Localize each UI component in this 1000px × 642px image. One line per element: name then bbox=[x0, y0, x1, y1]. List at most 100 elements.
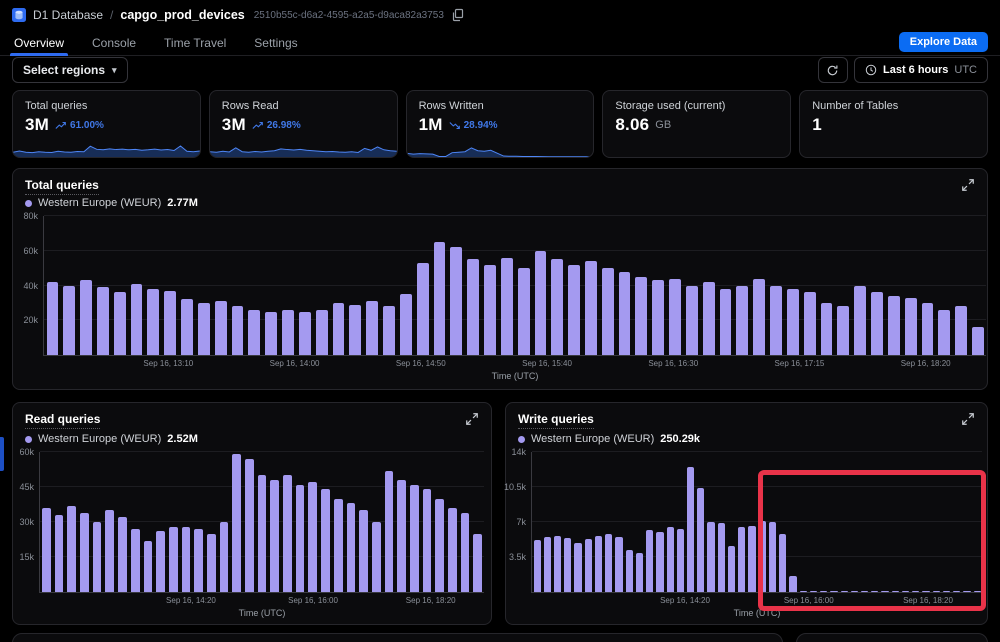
select-regions-dropdown[interactable]: Select regions ▾ bbox=[12, 57, 128, 83]
bar[interactable] bbox=[248, 309, 261, 355]
bar[interactable] bbox=[901, 590, 910, 592]
bar[interactable] bbox=[646, 530, 654, 592]
bar[interactable] bbox=[46, 282, 59, 355]
tab-overview[interactable]: Overview bbox=[9, 30, 69, 56]
bar[interactable] bbox=[574, 543, 582, 592]
bar[interactable] bbox=[80, 280, 92, 355]
bar[interactable] bbox=[534, 250, 547, 355]
bar[interactable] bbox=[803, 292, 816, 355]
expand-button[interactable] bbox=[463, 411, 481, 429]
bar[interactable] bbox=[738, 527, 746, 592]
bar[interactable] bbox=[448, 508, 457, 592]
bar[interactable] bbox=[543, 537, 551, 592]
expand-button[interactable] bbox=[959, 177, 977, 195]
bar[interactable] bbox=[871, 590, 879, 592]
breadcrumb-product[interactable]: D1 Database bbox=[33, 8, 104, 22]
bar[interactable] bbox=[533, 540, 541, 592]
bar-chart-plot[interactable]: 3.5k 7k 10.5k 14k Sep 16, 14:20 Sep 16, 16:00… bbox=[504, 447, 982, 618]
bar[interactable] bbox=[605, 534, 613, 592]
tab-console[interactable]: Console bbox=[92, 35, 137, 50]
bar[interactable] bbox=[517, 268, 530, 355]
bar[interactable] bbox=[955, 306, 968, 355]
bar[interactable] bbox=[500, 257, 513, 355]
bar[interactable] bbox=[113, 292, 126, 355]
bar[interactable] bbox=[840, 590, 848, 592]
bar[interactable] bbox=[473, 533, 483, 592]
bar[interactable] bbox=[181, 299, 193, 355]
bar[interactable] bbox=[942, 590, 951, 592]
bar[interactable] bbox=[245, 459, 254, 592]
bar[interactable] bbox=[912, 590, 920, 592]
bar[interactable] bbox=[685, 285, 698, 355]
bar[interactable] bbox=[809, 590, 818, 592]
bar[interactable] bbox=[214, 301, 227, 355]
bar[interactable] bbox=[460, 512, 470, 592]
bar[interactable] bbox=[194, 529, 203, 592]
bar[interactable] bbox=[736, 285, 749, 355]
bar[interactable] bbox=[553, 536, 562, 592]
bar[interactable] bbox=[219, 522, 229, 592]
bar[interactable] bbox=[799, 590, 807, 592]
bar[interactable] bbox=[887, 295, 900, 355]
bar[interactable] bbox=[601, 268, 614, 355]
bar[interactable] bbox=[922, 590, 930, 592]
bar[interactable] bbox=[105, 510, 115, 592]
bar[interactable] bbox=[168, 526, 178, 592]
bar[interactable] bbox=[384, 470, 394, 592]
tab-time-travel[interactable]: Time Travel bbox=[164, 35, 227, 50]
bar[interactable] bbox=[953, 590, 961, 592]
bar[interactable] bbox=[727, 546, 736, 592]
bar[interactable] bbox=[669, 278, 681, 355]
bar[interactable] bbox=[830, 590, 838, 592]
bar-chart-plot[interactable]: 20k 40k 60k 80k Sep 16, 13:10 Sep 16, 14:00 Se… bbox=[23, 211, 986, 381]
bar[interactable] bbox=[346, 503, 356, 592]
bar[interactable] bbox=[321, 489, 330, 592]
bar[interactable] bbox=[232, 454, 241, 592]
copy-icon[interactable] bbox=[451, 8, 465, 22]
bar[interactable] bbox=[904, 297, 917, 355]
bar[interactable] bbox=[789, 576, 797, 592]
bar[interactable] bbox=[130, 529, 140, 592]
bar[interactable] bbox=[96, 287, 109, 355]
bar[interactable] bbox=[92, 522, 102, 592]
bar[interactable] bbox=[42, 508, 51, 592]
bar[interactable] bbox=[467, 259, 480, 355]
bar[interactable] bbox=[333, 498, 343, 592]
bar[interactable] bbox=[298, 311, 311, 355]
bar[interactable] bbox=[850, 590, 858, 592]
bar[interactable] bbox=[963, 590, 971, 592]
bar[interactable] bbox=[295, 484, 305, 592]
bar[interactable] bbox=[820, 302, 833, 355]
bar[interactable] bbox=[422, 489, 432, 592]
explore-data-button[interactable]: Explore Data bbox=[898, 32, 988, 52]
bar[interactable] bbox=[881, 590, 889, 592]
bar[interactable] bbox=[371, 522, 381, 592]
bar[interactable] bbox=[748, 526, 756, 592]
bar[interactable] bbox=[891, 590, 899, 592]
bar[interactable] bbox=[54, 515, 64, 592]
bar[interactable] bbox=[257, 475, 267, 592]
bar[interactable] bbox=[181, 526, 191, 592]
bar[interactable] bbox=[366, 301, 379, 355]
bar[interactable] bbox=[584, 539, 592, 592]
bar[interactable] bbox=[719, 288, 732, 355]
bar[interactable] bbox=[635, 553, 644, 592]
bar[interactable] bbox=[308, 482, 318, 592]
bar[interactable] bbox=[399, 294, 412, 355]
bar[interactable] bbox=[282, 309, 294, 355]
bar[interactable] bbox=[63, 285, 76, 355]
bar[interactable] bbox=[770, 285, 782, 355]
bar[interactable] bbox=[231, 306, 244, 355]
bar[interactable] bbox=[156, 531, 165, 592]
bar[interactable] bbox=[416, 262, 429, 355]
bar[interactable] bbox=[315, 309, 328, 355]
bar[interactable] bbox=[164, 290, 177, 355]
bar[interactable] bbox=[433, 242, 446, 355]
refresh-button[interactable] bbox=[817, 57, 848, 83]
bar[interactable] bbox=[484, 264, 496, 355]
bar[interactable] bbox=[871, 292, 883, 355]
expand-button[interactable] bbox=[959, 411, 977, 429]
bar[interactable] bbox=[594, 536, 603, 592]
bar[interactable] bbox=[551, 259, 564, 355]
bar[interactable] bbox=[687, 467, 695, 592]
